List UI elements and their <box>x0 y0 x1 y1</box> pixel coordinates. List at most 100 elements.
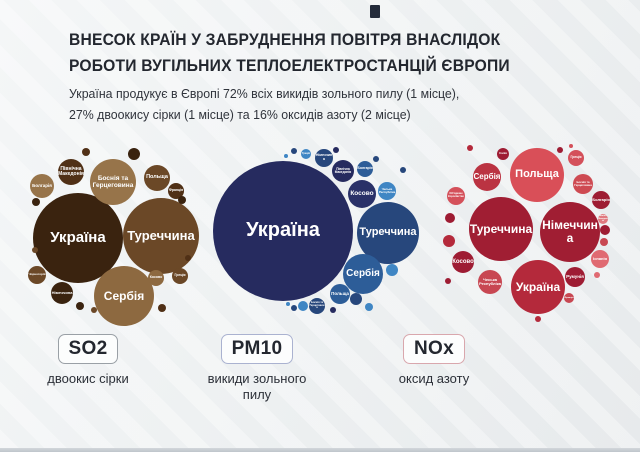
bubble-country-label: Польща <box>331 290 349 296</box>
bubble-country-label: Німеччина <box>315 153 333 161</box>
bubble-country-label: Румунія <box>566 273 584 279</box>
bubble-country-label: Сербія <box>346 267 380 279</box>
chart-bubble: Об'єднане Королівство <box>447 187 465 205</box>
chart-bubble: Румунія <box>565 267 585 287</box>
chart-bubble: Німеччина <box>51 282 73 304</box>
bubble-country-label: Сербія <box>473 171 501 181</box>
pm10-legend: PM10 викиди зольного пилу <box>187 334 327 403</box>
chart-bubble-dot <box>600 225 610 235</box>
bubble-country-label: Боснія та Герцеговина <box>92 174 134 189</box>
chart-bubble-dot <box>443 235 455 247</box>
chart-bubble-dot <box>82 148 90 156</box>
bubble-country-label: Туреччина <box>469 221 533 236</box>
chart-bubble-dot <box>185 255 191 261</box>
chart-bubble: Україна <box>213 161 353 301</box>
nox-label-box: NOx <box>403 334 465 364</box>
chart-bubble-dot <box>386 264 398 276</box>
chart-bubble: Україна <box>511 260 565 314</box>
bubble-country-label: Польща <box>515 168 559 181</box>
so2-label-box: SO2 <box>57 334 119 364</box>
bubble-country-label: Україна <box>515 279 561 294</box>
chart-bubble-dot <box>32 198 40 206</box>
chart-bubble-dot <box>291 305 297 311</box>
chart-bubble-dot <box>291 148 297 154</box>
chart-bubble-dot <box>535 316 541 322</box>
logo-mark <box>370 5 380 18</box>
chart-bubble-dot <box>467 145 473 151</box>
bubble-country-label: Чеська Республіка <box>479 276 501 286</box>
bubble-country-label: Чорногорія <box>28 272 46 277</box>
chart-bubble-dot <box>333 147 339 153</box>
bubble-country-label: Франція <box>564 296 574 299</box>
chart-bubble: Північна Македонія <box>332 160 354 182</box>
bubble-country-label: Болгарія <box>357 166 373 171</box>
chart-bubble-dot <box>298 301 308 311</box>
chart-bubble: Сербія <box>473 163 501 191</box>
bubble-country-label: Польща <box>146 174 168 181</box>
chart-bubble: Греція <box>172 268 188 284</box>
chart-bubble-dot <box>284 154 288 158</box>
bubble-country-label: Італія <box>499 151 507 156</box>
chart-bubble: Греція <box>568 150 584 166</box>
bubble-country-label: Іспанія <box>593 255 607 261</box>
bubble-country-label: Косово <box>452 258 474 265</box>
chart-bubble: Чорногорія <box>28 266 46 284</box>
page-subtitle: Україна продукує в Європі 72% всіх викид… <box>69 83 459 125</box>
so2-bubble-chart: Україна Туреччина Сербія Боснія та Герцегов… <box>22 138 212 330</box>
chart-bubble-dot <box>365 303 373 311</box>
chart-bubble: Косово <box>348 180 376 208</box>
pm10-label-box: PM10 <box>220 334 294 364</box>
chart-bubble: Франція <box>564 293 574 303</box>
bubble-country-label: Україна <box>246 219 320 242</box>
chart-bubble-dot <box>373 156 379 162</box>
chart-bubble: Франція <box>168 183 184 199</box>
nox-legend: NOx оксид азоту <box>364 334 504 387</box>
bubble-country-label: Греція <box>174 273 186 278</box>
page-title-line1: ВНЕСОК КРАЇН У ЗАБРУДНЕННЯ ПОВІТРЯ ВНАСЛ… <box>69 30 501 49</box>
bubble-country-label: Північна Македонія <box>334 166 352 174</box>
page-subtitle-line1: Україна продукує в Європі 72% всіх викид… <box>69 86 460 101</box>
bubble-country-label: Греція <box>570 155 582 160</box>
bubble-country-label: Україна <box>50 228 106 246</box>
chart-bubble: Туреччина <box>469 197 533 261</box>
chart-bubble: Україна <box>33 193 123 283</box>
chart-bubble-dot <box>350 293 362 305</box>
bubble-country-label: Сербія <box>103 288 145 303</box>
chart-bubble: Боснія та Герцеговина <box>573 174 593 194</box>
chart-bubble: Польща <box>330 284 350 304</box>
bubble-country-label: Північна Македонія <box>58 165 84 177</box>
chart-bubble: Іспанія <box>591 250 609 268</box>
bubble-country-label: Північна Македонія <box>598 215 608 223</box>
nox-caption: оксид азоту <box>398 371 470 386</box>
chart-bubble: Італія <box>497 148 509 160</box>
bubble-country-label: Боснія та Герцеговина <box>309 300 325 310</box>
chart-bubble-dot <box>330 307 336 313</box>
bubble-country-label: Косово <box>350 190 374 198</box>
chart-bubble-dot <box>32 247 38 253</box>
chart-bubble: Північна Македонія <box>598 214 608 224</box>
so2-code: SO2 <box>68 338 108 359</box>
chart-bubble-dot <box>600 238 608 246</box>
bubble-country-label: Німеччина <box>51 289 73 295</box>
bubble-country-label: Болгарія <box>32 182 52 188</box>
chart-bubble-dot <box>569 144 573 148</box>
chart-bubble: Болгарія <box>592 191 610 209</box>
chart-bubble: Туреччина <box>123 198 199 274</box>
bubble-country-label: Боснія та Герцеговина <box>574 179 592 187</box>
nox-bubble-chart: Туреччина Німеччина Україна Польща Сербія Кос… <box>435 135 635 327</box>
chart-bubble: Греція <box>301 149 311 159</box>
chart-bubble: Болгарія <box>357 161 373 177</box>
bubble-country-label: Франція <box>168 188 184 193</box>
chart-bubble: Німеччина <box>315 149 333 167</box>
chart-bubble: Чеська Республіка <box>378 182 396 200</box>
chart-bubble: Сербія <box>343 254 383 294</box>
pm10-code: PM10 <box>231 338 283 359</box>
bubble-country-label: Об'єднане Королівство <box>447 192 465 198</box>
chart-bubble-dot <box>76 302 84 310</box>
chart-bubble: Боснія та Герцеговина <box>309 298 325 314</box>
chart-bubble: Польща <box>510 148 564 202</box>
chart-bubble-dot <box>158 304 166 312</box>
so2-legend: SO2 двоокис сірки <box>18 334 158 387</box>
page-subtitle-line2: 27% двоокису сірки (1 місце) та 16% окси… <box>69 107 411 122</box>
